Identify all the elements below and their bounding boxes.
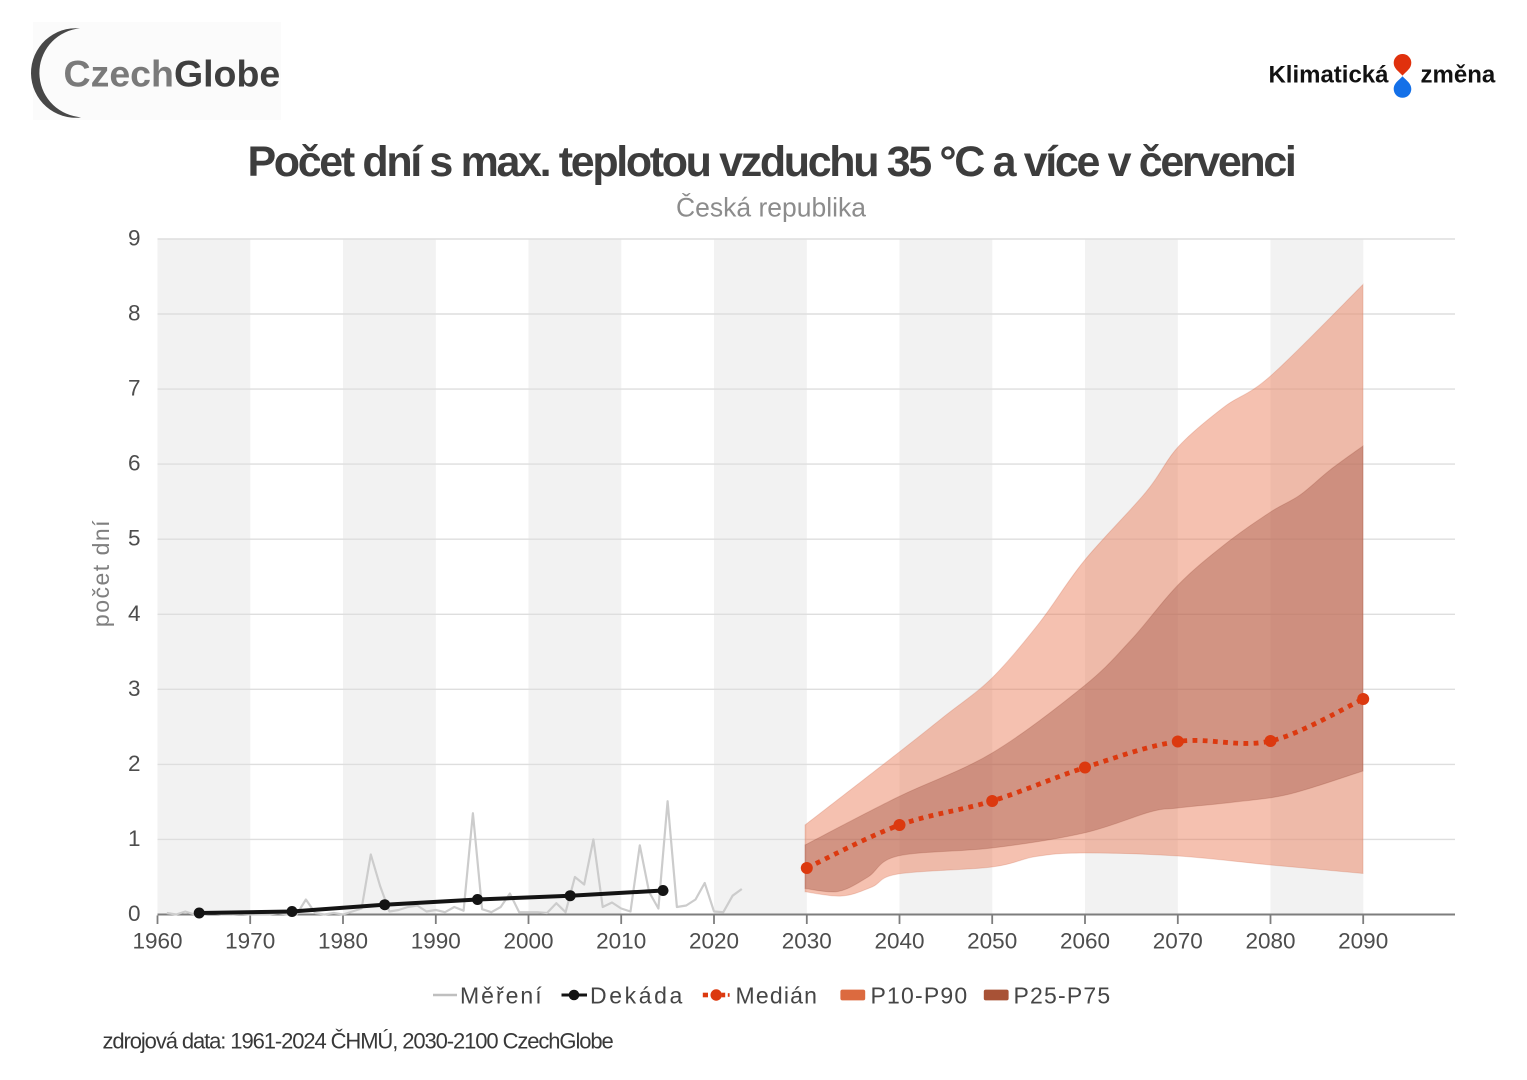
svg-text:8: 8: [128, 301, 141, 326]
svg-text:2010: 2010: [596, 929, 646, 954]
svg-text:P10-P90: P10-P90: [871, 983, 969, 1009]
svg-text:1990: 1990: [411, 929, 461, 954]
svg-text:CzechGlobe: CzechGlobe: [64, 53, 281, 95]
svg-text:počet dní: počet dní: [88, 519, 114, 627]
svg-text:0: 0: [128, 901, 141, 926]
svg-text:1970: 1970: [225, 929, 275, 954]
svg-text:5: 5: [128, 526, 141, 551]
svg-text:Měření: Měření: [460, 983, 544, 1009]
svg-text:6: 6: [128, 451, 141, 476]
svg-text:2070: 2070: [1153, 929, 1203, 954]
svg-text:Dekáda: Dekáda: [590, 983, 685, 1009]
svg-text:Počet dní s max. teplotou vzdu: Počet dní s max. teplotou vzduchu 35 °C …: [247, 138, 1294, 186]
svg-text:9: 9: [128, 226, 141, 251]
svg-text:7: 7: [128, 376, 141, 401]
svg-text:2060: 2060: [1060, 929, 1110, 954]
svg-text:Česká republika: Česká republika: [676, 193, 866, 223]
svg-text:1980: 1980: [318, 929, 368, 954]
svg-text:2000: 2000: [503, 929, 553, 954]
svg-text:Klimatická: Klimatická: [1268, 62, 1389, 89]
svg-text:2020: 2020: [689, 929, 739, 954]
svg-text:P25-P75: P25-P75: [1014, 983, 1112, 1009]
svg-text:2030: 2030: [782, 929, 832, 954]
svg-text:1960: 1960: [132, 929, 182, 954]
svg-text:4: 4: [128, 601, 141, 626]
svg-text:Medián: Medián: [736, 983, 819, 1009]
svg-text:2050: 2050: [967, 929, 1017, 954]
svg-text:změna: změna: [1421, 62, 1496, 89]
svg-text:2080: 2080: [1245, 929, 1295, 954]
svg-text:2: 2: [128, 751, 141, 776]
svg-text:2090: 2090: [1338, 929, 1388, 954]
svg-text:1: 1: [128, 826, 141, 851]
svg-text:2040: 2040: [874, 929, 924, 954]
svg-text:zdrojová data: 1961-2024 ČHMÚ,: zdrojová data: 1961-2024 ČHMÚ, 2030-2100…: [103, 1029, 614, 1054]
svg-text:3: 3: [128, 676, 141, 701]
